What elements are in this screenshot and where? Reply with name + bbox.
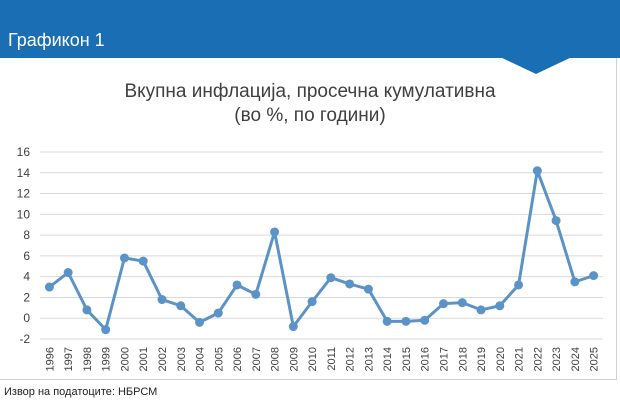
x-tick-label: 2023 — [551, 347, 563, 371]
data-point — [551, 216, 561, 226]
data-point — [82, 305, 92, 315]
data-point — [288, 322, 298, 332]
data-point — [420, 315, 430, 325]
data-point — [307, 297, 317, 307]
x-tick-label: 2006 — [232, 347, 244, 371]
x-tick-label: 2020 — [495, 347, 507, 371]
x-tick-label: 1997 — [63, 347, 75, 371]
data-point — [270, 227, 280, 237]
data-point — [44, 282, 54, 292]
data-point — [195, 317, 205, 327]
x-tick-label: 2001 — [138, 347, 150, 371]
header-rule — [0, 56, 620, 58]
chart-frame — [0, 58, 617, 380]
x-tick-label: 1999 — [101, 347, 113, 371]
data-point — [532, 166, 542, 176]
data-point — [63, 268, 73, 278]
data-point — [251, 289, 261, 299]
x-tick-label: 2015 — [401, 347, 413, 371]
gridlines — [40, 151, 603, 340]
data-point — [514, 280, 524, 290]
data-point — [176, 301, 186, 311]
x-tick-label: 2007 — [251, 347, 263, 371]
x-tick-label: 2018 — [457, 347, 469, 371]
y-axis-ticks: -2 0 2 4 6 8 10 12 14 16 — [17, 145, 31, 346]
y-tick-label: 8 — [23, 228, 30, 242]
y-tick-label: 2 — [23, 290, 30, 304]
chart-title-block: Вкупна инфлација, просечна кумулативна (… — [0, 80, 620, 128]
source-note: Извор на податоците: НБРСМ — [4, 386, 158, 398]
y-tick-label: 14 — [17, 166, 31, 180]
x-axis-ticks: 1996 1997 1998 1999 2000 2001 2002 2003 2004 2005… — [44, 347, 600, 371]
data-point — [401, 316, 411, 326]
data-point — [476, 305, 486, 315]
x-tick-label: 2013 — [363, 347, 375, 371]
x-tick-label: 2003 — [176, 347, 188, 371]
x-tick-label: 2024 — [570, 347, 582, 371]
header-title: Графикон 1 — [8, 30, 105, 50]
x-tick-label: 1998 — [82, 347, 94, 371]
x-tick-label: 2019 — [476, 347, 488, 371]
data-point — [138, 256, 148, 266]
data-point — [457, 298, 467, 308]
x-tick-label: 2000 — [119, 347, 131, 371]
data-point — [382, 316, 392, 326]
data-point — [363, 284, 373, 294]
x-tick-label: 2004 — [195, 347, 207, 371]
data-point — [326, 273, 336, 283]
x-tick-label: 2009 — [288, 347, 300, 371]
data-point — [345, 279, 355, 289]
x-tick-label: 2008 — [270, 347, 282, 371]
x-tick-label: 2005 — [213, 347, 225, 371]
x-tick-label: 2025 — [589, 347, 601, 371]
y-tick-label: -2 — [19, 332, 30, 346]
y-tick-label: 16 — [17, 145, 31, 159]
header-pointer-triangle — [498, 56, 574, 74]
data-point — [589, 271, 599, 281]
series-layer — [44, 166, 599, 335]
data-point — [101, 325, 111, 335]
chart-header-bar: Графикон 1 — [0, 0, 620, 56]
data-point — [570, 277, 580, 287]
y-tick-label: 10 — [17, 207, 31, 221]
data-point — [157, 295, 167, 305]
x-tick-label: 2014 — [382, 347, 394, 371]
x-tick-label: 2011 — [326, 347, 338, 371]
data-point — [213, 308, 223, 318]
series-line — [48, 169, 595, 332]
y-tick-label: 6 — [23, 249, 30, 263]
y-tick-label: 4 — [23, 270, 30, 284]
data-point — [232, 280, 242, 290]
chart-subtitle: (во %, по години) — [234, 105, 386, 126]
x-tick-label: 2002 — [157, 347, 169, 371]
data-point — [119, 253, 129, 263]
x-tick-label: 2022 — [532, 347, 544, 371]
x-tick-label: 2010 — [307, 347, 319, 371]
chart-title: Вкупна инфлација, просечна кумулативна — [124, 81, 496, 102]
x-tick-label: 2016 — [420, 347, 432, 371]
x-tick-label: 1996 — [44, 347, 56, 371]
x-tick-label: 2017 — [438, 347, 450, 371]
x-tick-label: 2021 — [514, 347, 526, 371]
y-tick-label: 12 — [17, 187, 31, 201]
data-point — [495, 301, 505, 311]
x-tick-label: 2012 — [345, 347, 357, 371]
data-point — [438, 299, 448, 309]
y-tick-label: 0 — [23, 311, 30, 325]
